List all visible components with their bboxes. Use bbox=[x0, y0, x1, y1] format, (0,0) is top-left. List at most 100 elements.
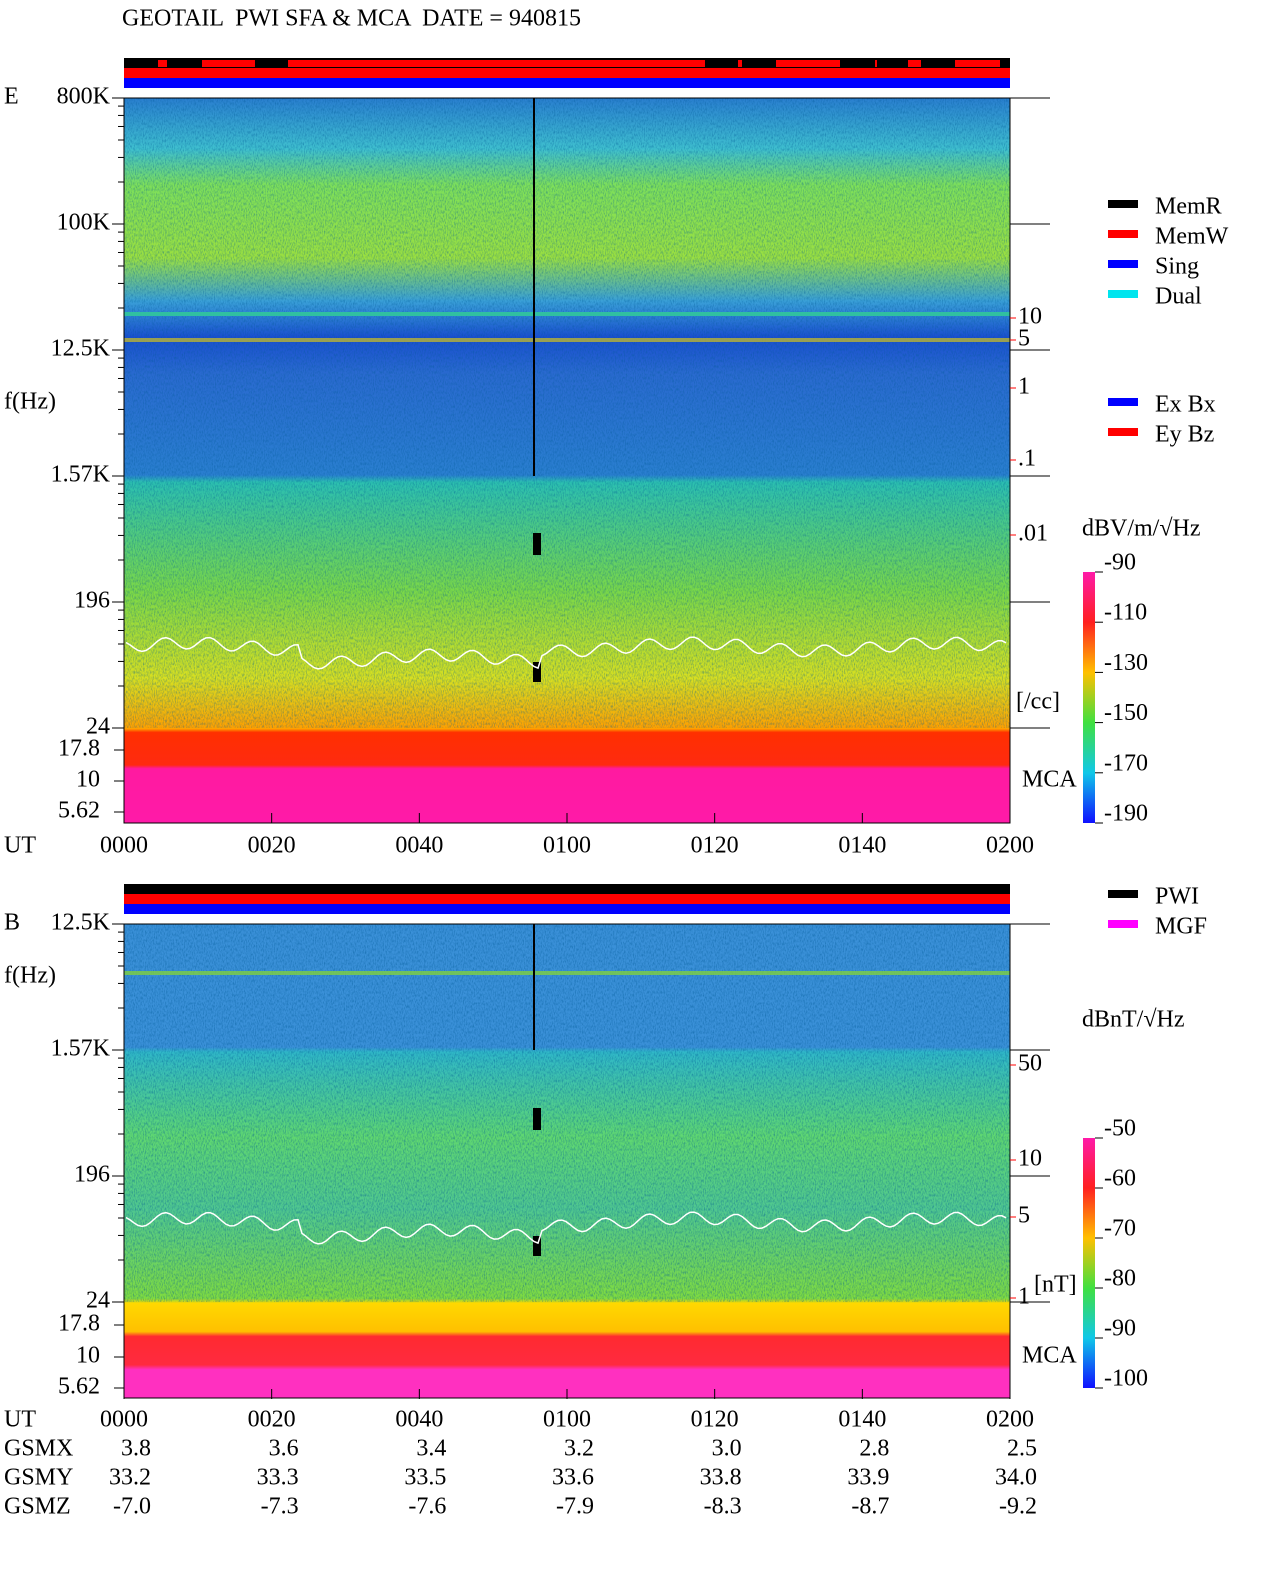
x-tick-label: 0020 bbox=[248, 1407, 296, 1433]
y-axis-label: f(Hz) bbox=[4, 963, 56, 989]
status-segment bbox=[158, 60, 167, 67]
orbit-value: -9.2 bbox=[999, 1494, 1037, 1520]
orbit-value: 33.9 bbox=[847, 1465, 889, 1491]
orbit-value: 3.2 bbox=[564, 1436, 594, 1462]
y-tick-label: 100K bbox=[57, 210, 111, 236]
x-tick-label: 0120 bbox=[691, 1407, 739, 1433]
mca-label: MCA bbox=[1022, 1343, 1077, 1369]
status-segment bbox=[202, 60, 255, 67]
plasma-line bbox=[125, 636, 1007, 670]
x-tick-label: 0000 bbox=[100, 1407, 148, 1433]
density-tick-label: 1 bbox=[1018, 374, 1030, 400]
legend-swatch bbox=[1108, 920, 1138, 928]
y-tick-label: 24 bbox=[86, 714, 110, 740]
legend-swatch bbox=[1108, 398, 1138, 406]
y-tick-label: 196 bbox=[74, 588, 110, 614]
y-tick-label: 12.5K bbox=[51, 910, 111, 936]
colorbar-tick-label: -70 bbox=[1104, 1216, 1136, 1242]
legend-label: MemW bbox=[1155, 224, 1229, 250]
legend-label: MGF bbox=[1155, 914, 1207, 940]
density-tick-label: .1 bbox=[1018, 446, 1036, 472]
density-tick-label: .01 bbox=[1018, 521, 1048, 547]
x-tick-label: 0020 bbox=[248, 833, 296, 859]
legend-swatch bbox=[1108, 230, 1138, 238]
legend-swatch bbox=[1108, 290, 1138, 298]
y-tick-label: 1.57K bbox=[51, 1036, 111, 1062]
legend-label: PWI bbox=[1155, 884, 1199, 910]
mca-tick-label: 17.8 bbox=[58, 1311, 100, 1337]
orbit-value: 3.6 bbox=[269, 1436, 299, 1462]
orbit-value: 33.5 bbox=[404, 1465, 446, 1491]
orbit-value: -7.9 bbox=[556, 1494, 594, 1520]
density-tick-label: 10 bbox=[1018, 304, 1042, 330]
orbit-value: 34.0 bbox=[995, 1465, 1037, 1491]
colorbar-unit: dBnT/√Hz bbox=[1082, 1007, 1185, 1033]
legend-swatch bbox=[1108, 428, 1138, 436]
mca-tick-label: 5.62 bbox=[58, 798, 100, 824]
legend-swatch bbox=[1108, 200, 1138, 208]
x-tick-label: 0140 bbox=[838, 1407, 886, 1433]
x-tick-label: 0100 bbox=[543, 1407, 591, 1433]
orbit-value: -7.0 bbox=[113, 1494, 151, 1520]
legend-label: MemR bbox=[1155, 194, 1222, 220]
colorbar-tick-label: -170 bbox=[1104, 750, 1148, 776]
legend-label: Ex Bx bbox=[1155, 392, 1216, 418]
x-tick-label: 0200 bbox=[986, 833, 1034, 859]
colorbar-tick-label: -130 bbox=[1104, 650, 1148, 676]
colorbar-tick-label: -150 bbox=[1104, 700, 1148, 726]
orbit-value: 3.0 bbox=[712, 1436, 742, 1462]
y-tick-label: 24 bbox=[86, 1288, 110, 1314]
orbit-value: -7.6 bbox=[408, 1494, 446, 1520]
legend-label: Dual bbox=[1155, 284, 1202, 310]
mca-tick-label: 5.62 bbox=[58, 1374, 100, 1400]
mca-tick-label: 10 bbox=[76, 1343, 100, 1369]
mca-tick-label: 10 bbox=[76, 767, 100, 793]
orbit-value: 33.2 bbox=[109, 1465, 151, 1491]
density-unit: [/cc] bbox=[1016, 689, 1060, 715]
field-tick-label: 5 bbox=[1018, 1203, 1030, 1229]
orbit-label: GSMX bbox=[4, 1436, 73, 1462]
time-label: UT bbox=[4, 833, 36, 859]
field-tick-label: 1 bbox=[1018, 1284, 1030, 1310]
panel-e-image bbox=[124, 98, 1010, 823]
colorbar-tick-label: -90 bbox=[1104, 1316, 1136, 1342]
mca-tick-label: 17.8 bbox=[58, 736, 100, 762]
panel-label: E bbox=[4, 84, 19, 110]
x-tick-label: 0040 bbox=[395, 1407, 443, 1433]
panel-b-image bbox=[124, 924, 1010, 1398]
y-axis-label: f(Hz) bbox=[4, 389, 56, 415]
colorbar-tick-label: -110 bbox=[1104, 600, 1147, 626]
field-tick-label: 10 bbox=[1018, 1146, 1042, 1172]
colorbar-tick-label: -190 bbox=[1104, 801, 1148, 827]
orbit-label: GSMY bbox=[4, 1465, 73, 1491]
y-tick-label: 196 bbox=[74, 1162, 110, 1188]
status-segment bbox=[875, 60, 877, 67]
colorbar-tick-label: -100 bbox=[1104, 1366, 1148, 1392]
status-segment bbox=[776, 60, 840, 67]
time-label: UT bbox=[4, 1407, 36, 1433]
colorbar-tick-label: -60 bbox=[1104, 1166, 1136, 1192]
x-tick-label: 0200 bbox=[986, 1407, 1034, 1433]
colorbar-unit: dBV/m/√Hz bbox=[1082, 516, 1201, 542]
colorbar-tick-label: -50 bbox=[1104, 1116, 1136, 1142]
mca-label: MCA bbox=[1022, 767, 1077, 793]
legend-swatch bbox=[1108, 890, 1138, 898]
x-tick-label: 0100 bbox=[543, 833, 591, 859]
orbit-value: 33.6 bbox=[552, 1465, 594, 1491]
plasma-line bbox=[125, 1211, 1007, 1245]
x-tick-label: 0140 bbox=[838, 833, 886, 859]
orbit-value: 2.5 bbox=[1007, 1436, 1037, 1462]
density-tick-label: 5 bbox=[1018, 326, 1030, 352]
legend-label: Ey Bz bbox=[1155, 422, 1214, 448]
orbit-value: 33.8 bbox=[700, 1465, 742, 1491]
colorbar-tick-label: -80 bbox=[1104, 1266, 1136, 1292]
colorbar-tick-label: -90 bbox=[1104, 550, 1136, 576]
status-segment bbox=[738, 60, 742, 67]
x-tick-label: 0040 bbox=[395, 833, 443, 859]
panel-label: B bbox=[4, 910, 20, 936]
y-tick-label: 12.5K bbox=[51, 336, 111, 362]
field-tick-label: 50 bbox=[1018, 1051, 1042, 1077]
title: GEOTAIL PWI SFA & MCA DATE = 940815 bbox=[122, 6, 581, 32]
field-unit: [nT] bbox=[1034, 1272, 1077, 1298]
